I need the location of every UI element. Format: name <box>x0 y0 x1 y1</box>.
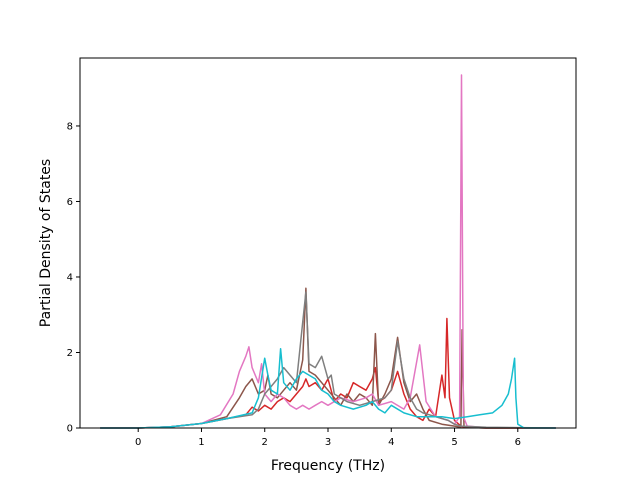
y-axis-label: Partial Density of States <box>38 159 54 327</box>
series-line-1 <box>100 317 556 429</box>
x-tick-label: 5 <box>451 437 457 448</box>
series-line-4 <box>100 291 556 429</box>
series-line-5 <box>100 347 556 429</box>
x-tick-label: 6 <box>515 437 521 448</box>
x-tick-label: 4 <box>388 437 394 448</box>
x-tick-label: 0 <box>135 437 141 448</box>
x-tick-label: 2 <box>262 437 268 448</box>
y-tick-label: 2 <box>67 348 73 359</box>
series-line-2 <box>100 287 556 429</box>
series-layer <box>100 74 556 429</box>
y-tick-label: 4 <box>67 272 73 283</box>
y-tick-label: 6 <box>67 197 73 208</box>
x-tick-label: 1 <box>198 437 204 448</box>
x-ticks: 0 1 2 3 4 5 6 <box>135 428 521 448</box>
y-ticks: 0 2 4 6 8 <box>67 121 80 435</box>
y-tick-label: 8 <box>67 121 73 132</box>
x-tick-label: 3 <box>325 437 331 448</box>
y-tick-label: 0 <box>67 424 73 435</box>
x-axis-label: Frequency (THz) <box>271 458 385 474</box>
